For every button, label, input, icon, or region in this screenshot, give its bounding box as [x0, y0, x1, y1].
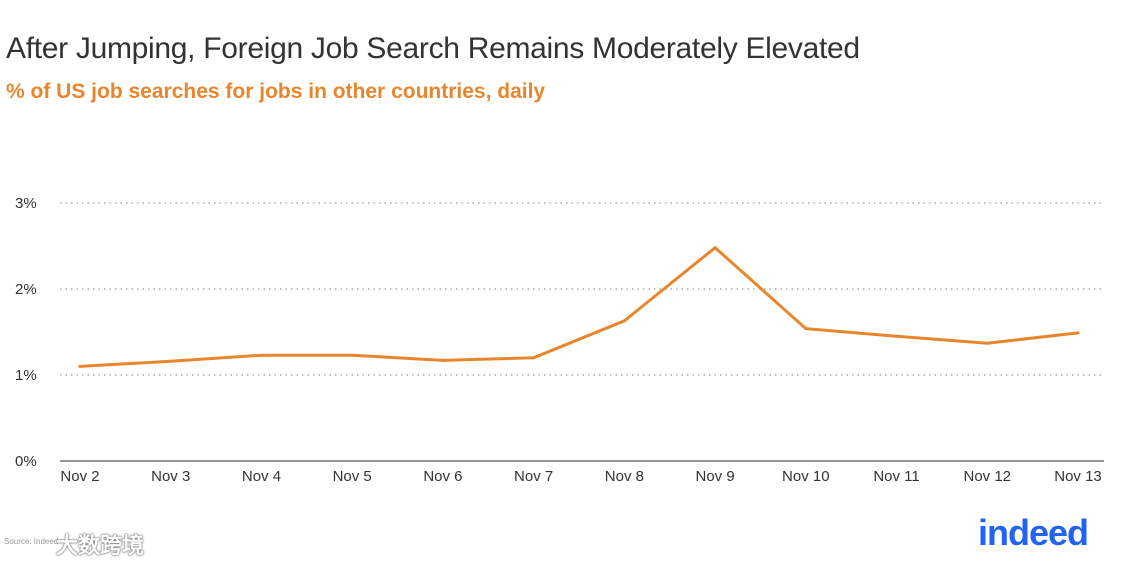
data-point — [622, 319, 626, 323]
y-tick-label: 3% — [15, 195, 37, 212]
data-point — [804, 327, 808, 331]
data-point — [78, 364, 82, 368]
data-point — [441, 358, 445, 362]
data-point — [895, 334, 899, 338]
x-tick-label: Nov 4 — [242, 468, 281, 485]
series-line — [78, 246, 1080, 368]
x-tick-label: Nov 10 — [782, 468, 830, 485]
data-point — [169, 359, 173, 363]
x-tick-label: Nov 12 — [964, 468, 1012, 485]
y-tick-label: 2% — [15, 281, 37, 298]
data-point — [985, 341, 989, 345]
chart-title: After Jumping, Foreign Job Search Remain… — [6, 32, 860, 65]
data-point — [259, 353, 263, 357]
x-tick-label: Nov 6 — [423, 468, 462, 485]
data-point — [713, 246, 717, 250]
indeed-logo: indeed — [978, 512, 1089, 553]
data-point — [532, 356, 536, 360]
chart-subtitle: % of US job searches for jobs in other c… — [6, 80, 546, 103]
watermark: 大数跨境 — [56, 533, 145, 558]
x-tick-label: Nov 13 — [1054, 468, 1102, 485]
y-tick-label: 1% — [15, 367, 37, 384]
data-point — [350, 353, 354, 357]
x-tick-label: Nov 9 — [695, 468, 734, 485]
data-point — [1076, 331, 1080, 335]
x-tick-label: Nov 3 — [151, 468, 190, 485]
x-tick-label: Nov 11 — [873, 468, 919, 485]
source-note: Source: Indeed — [4, 537, 59, 546]
x-tick-label: Nov 5 — [333, 468, 372, 485]
x-tick-label: Nov 8 — [605, 468, 644, 485]
x-tick-label: Nov 2 — [60, 468, 99, 485]
x-tick-label: Nov 7 — [514, 468, 553, 485]
y-tick-label: 0% — [15, 453, 37, 470]
